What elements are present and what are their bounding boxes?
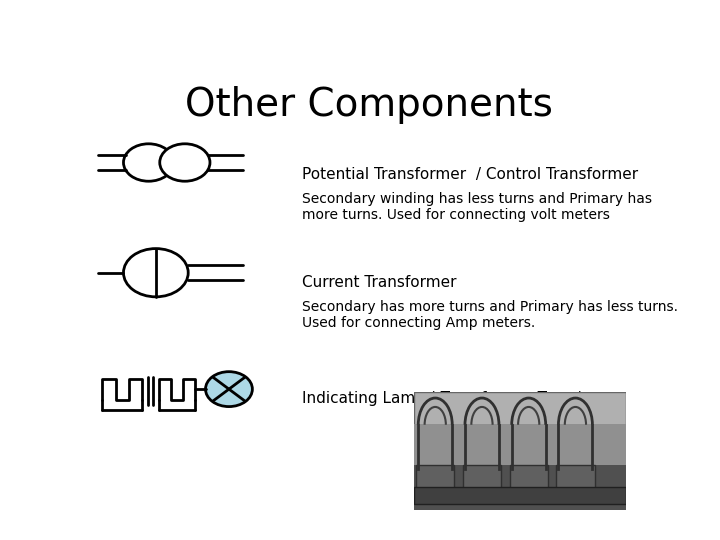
Text: Current Transformer: Current Transformer: [302, 275, 456, 290]
Bar: [414, 487, 626, 504]
Text: Potential Transformer  / Control Transformer: Potential Transformer / Control Transfor…: [302, 167, 638, 181]
Text: Indicating Lamp ( Transformer Type ): Indicating Lamp ( Transformer Type ): [302, 391, 584, 406]
Text: Other Components: Other Components: [185, 85, 553, 124]
Bar: [463, 465, 501, 489]
Circle shape: [124, 248, 188, 297]
Text: Secondary has more turns and Primary has less turns.
Used for connecting Amp met: Secondary has more turns and Primary has…: [302, 300, 678, 330]
Circle shape: [205, 372, 253, 407]
Bar: [414, 423, 626, 465]
Text: Secondary winding has less turns and Primary has
more turns. Used for connecting: Secondary winding has less turns and Pri…: [302, 192, 652, 222]
Bar: [416, 465, 454, 489]
Circle shape: [124, 144, 174, 181]
Bar: [414, 463, 626, 510]
Bar: [510, 465, 548, 489]
Bar: [557, 465, 595, 489]
Circle shape: [160, 144, 210, 181]
